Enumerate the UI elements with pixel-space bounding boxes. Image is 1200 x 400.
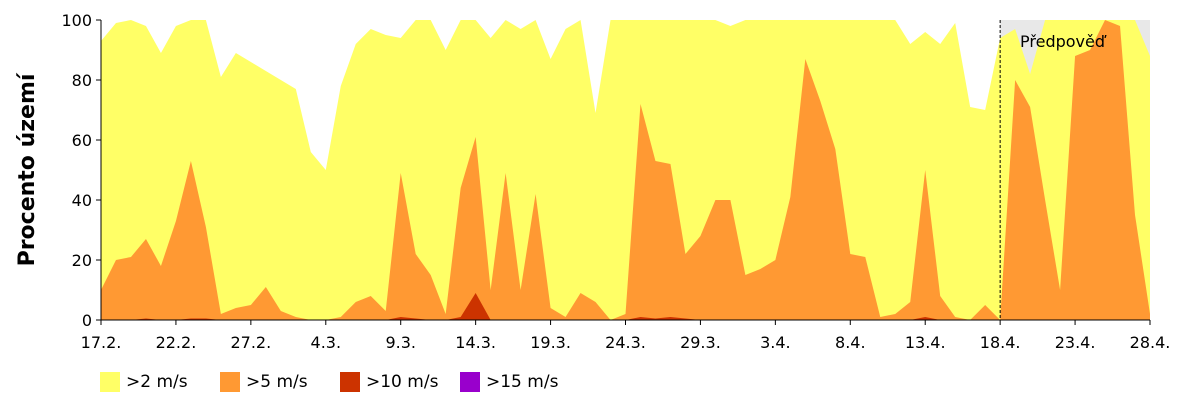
- y-tick-label: 100: [61, 11, 92, 30]
- legend-label: >10 m/s: [366, 372, 439, 392]
- x-tick-label: 4.3.: [311, 333, 342, 352]
- legend-label: >2 m/s: [126, 372, 188, 392]
- x-tick-label: 17.2.: [81, 333, 122, 352]
- x-tick-label: 8.4.: [835, 333, 866, 352]
- legend-swatch: [340, 372, 360, 392]
- x-tick-label: 13.4.: [905, 333, 946, 352]
- y-tick-label: 40: [72, 191, 92, 210]
- x-tick-label: 29.3.: [680, 333, 721, 352]
- forecast-annotation: Předpověď: [1020, 32, 1107, 51]
- y-tick-label: 20: [72, 251, 92, 270]
- y-axis-label: Procento území: [15, 72, 40, 266]
- x-tick-label: 22.2.: [156, 333, 197, 352]
- axes: 0 20 40 60 80 100 17.2. 22.2. 27.2. 4.3. 9.3. 14.3.…: [61, 11, 1170, 352]
- legend-item: >5 m/s: [220, 372, 340, 392]
- x-tick-label: 18.4.: [980, 333, 1021, 352]
- x-tick-label: 19.3.: [530, 333, 571, 352]
- x-tick-label: 3.4.: [760, 333, 791, 352]
- x-tick-label: 27.2.: [230, 333, 271, 352]
- legend-label: >5 m/s: [246, 372, 308, 392]
- y-tick-label: 60: [72, 131, 92, 150]
- x-tick-label: 24.3.: [605, 333, 646, 352]
- x-tick-label: 14.3.: [455, 333, 496, 352]
- legend-item: >15 m/s: [460, 372, 580, 392]
- x-tick-label: 9.3.: [385, 333, 416, 352]
- plot-area: [101, 20, 1150, 320]
- legend-item: >10 m/s: [340, 372, 460, 392]
- y-tick-label: 0: [82, 311, 92, 330]
- legend-swatch: [220, 372, 240, 392]
- legend-swatch: [460, 372, 480, 392]
- chart: 0 20 40 60 80 100 17.2. 22.2. 27.2. 4.3. 9.3. 14.3.…: [15, 11, 1170, 352]
- series-area-1: [101, 20, 1150, 320]
- y-tick-label: 80: [72, 71, 92, 90]
- legend-swatch: [100, 372, 120, 392]
- series-area-2: [101, 20, 1150, 320]
- legend: >2 m/s >5 m/s >10 m/s >15 m/s: [100, 372, 580, 392]
- legend-label: >15 m/s: [486, 372, 559, 392]
- x-tick-label: 23.4.: [1055, 333, 1096, 352]
- legend-item: >2 m/s: [100, 372, 220, 392]
- x-tick-label: 28.4.: [1130, 333, 1171, 352]
